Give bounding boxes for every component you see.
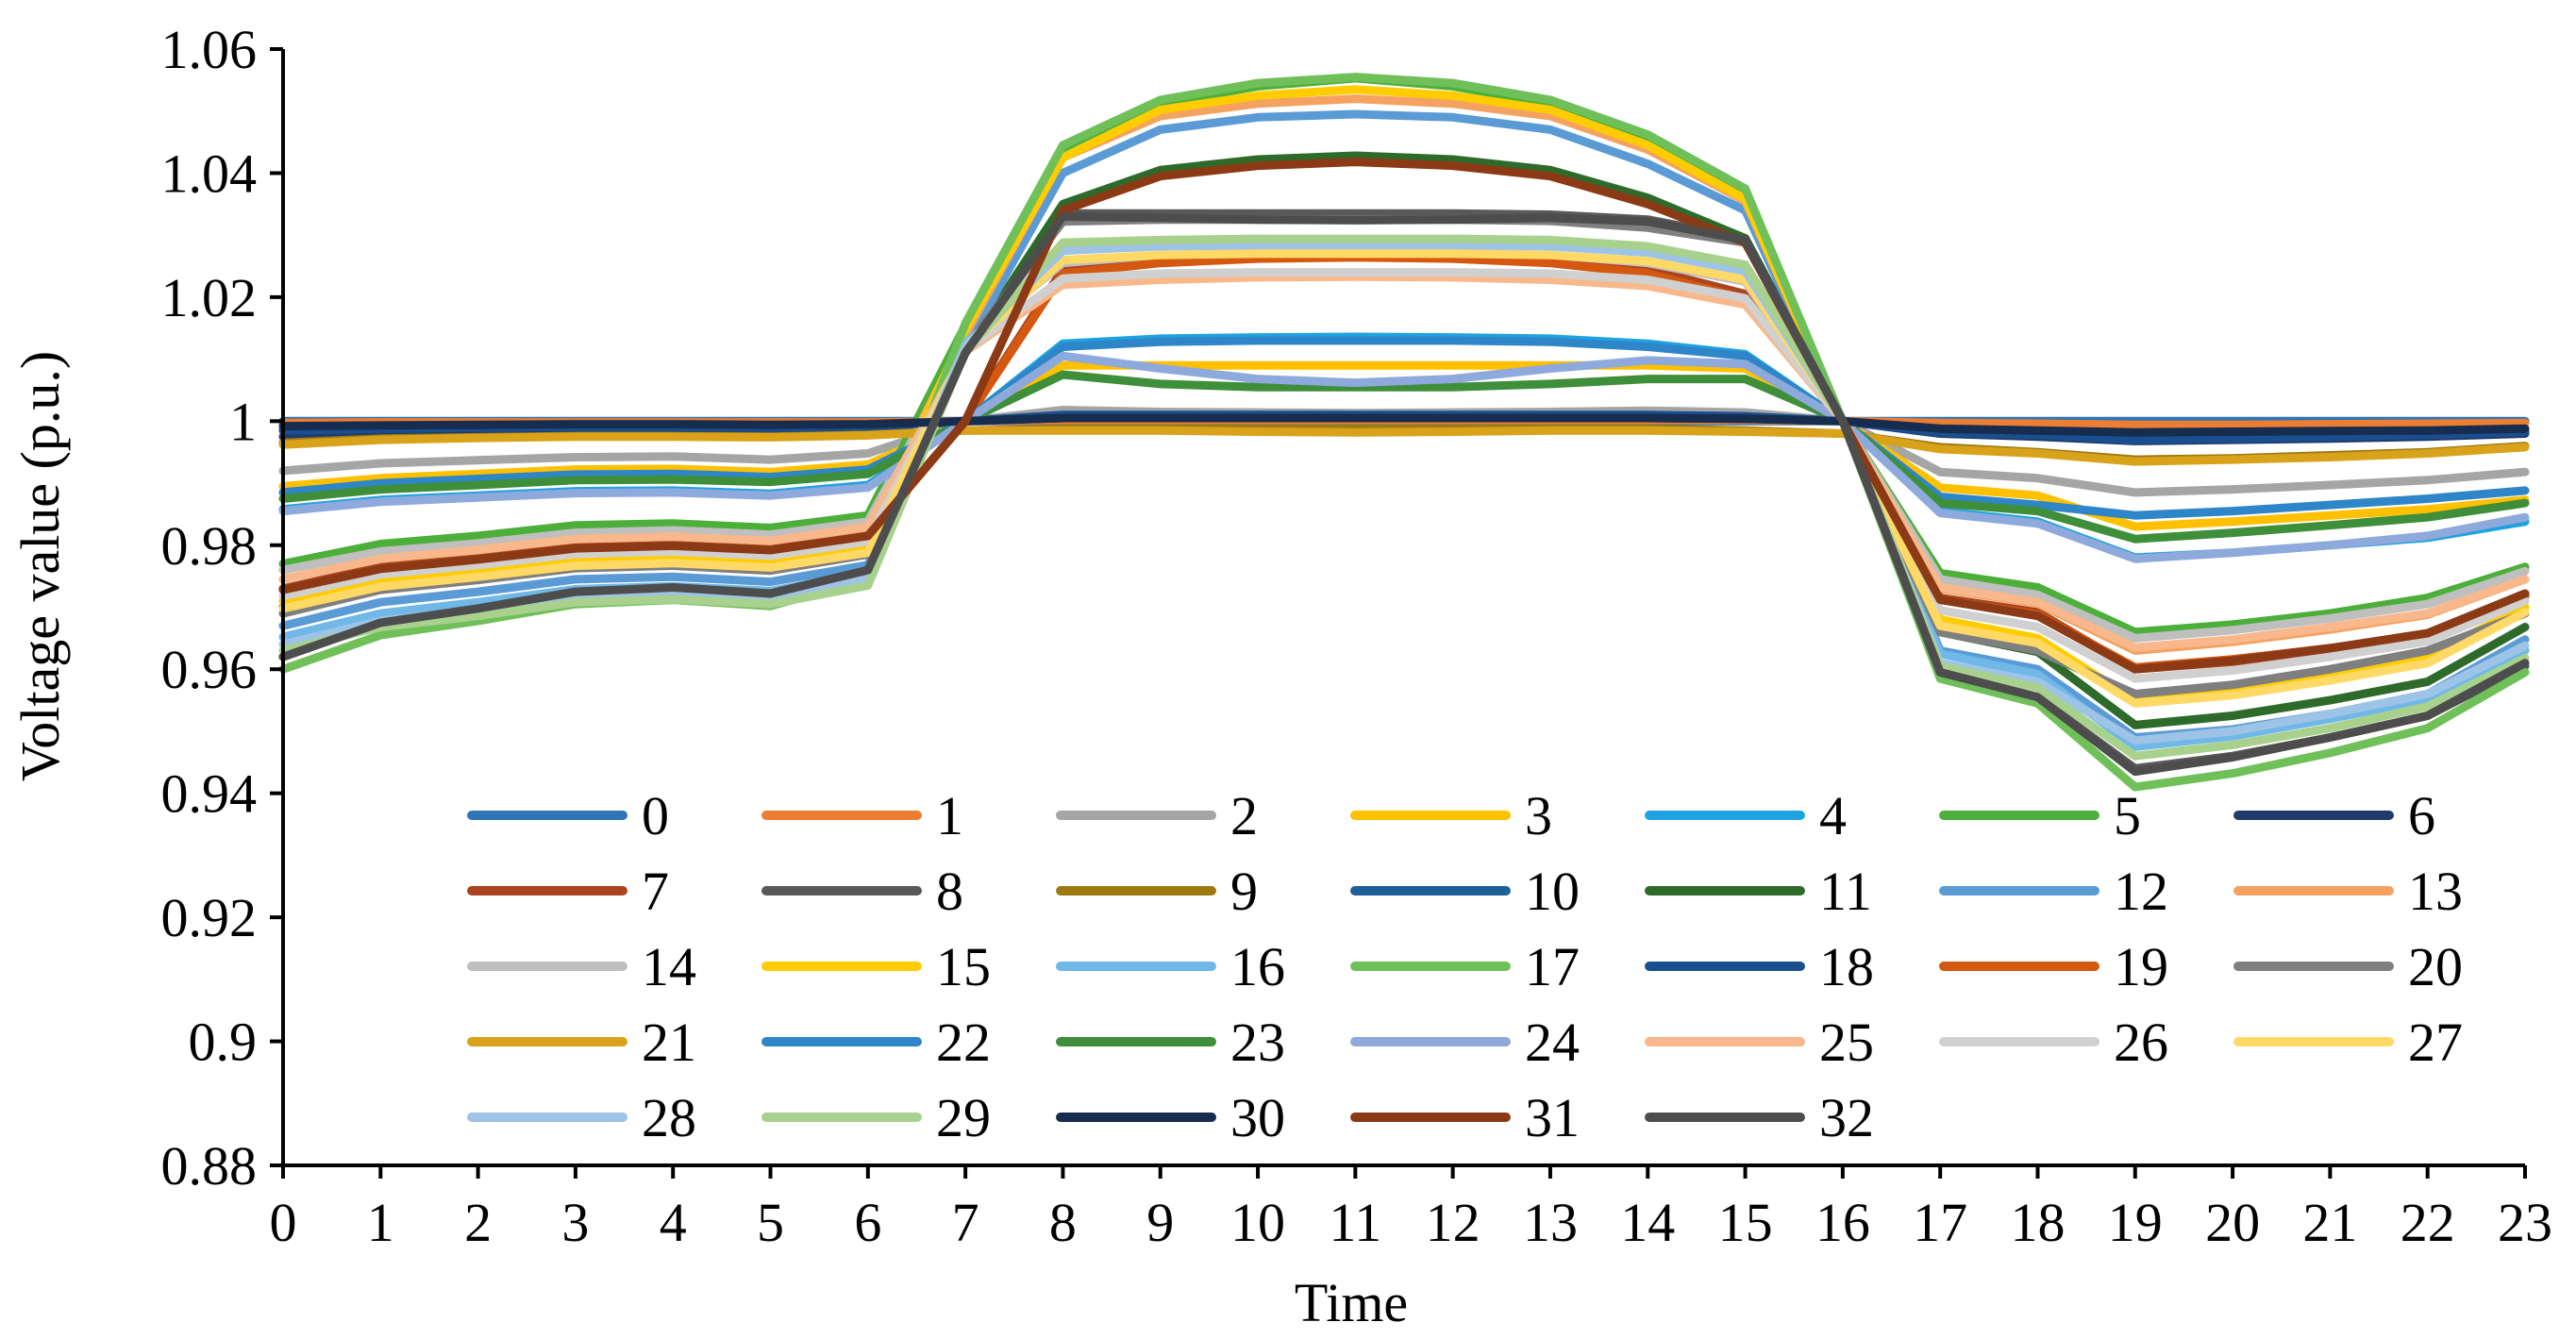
legend-label-30: 30 [1230,1087,1285,1148]
x-tick-label: 17 [1913,1192,1967,1253]
legend-label-22: 22 [936,1012,991,1073]
x-tick-label: 8 [1049,1192,1077,1253]
legend-label-26: 26 [2114,1012,2168,1073]
x-tick-label: 22 [2400,1192,2455,1253]
x-tick-label: 10 [1230,1192,1285,1253]
legend-label-5: 5 [2114,785,2141,846]
y-tick-label: 0.94 [161,763,258,825]
legend-label-20: 20 [2408,936,2463,997]
x-tick-label: 13 [1523,1192,1578,1253]
legend-label-18: 18 [1819,936,1874,997]
y-tick-label: 1.02 [161,267,258,328]
series-line-30 [278,413,2530,437]
series-line-25 [278,272,2530,652]
y-tick-label: 0.96 [161,639,258,700]
x-tick-label: 4 [660,1192,687,1253]
legend-label-3: 3 [1525,785,1552,846]
x-tick-label: 7 [952,1192,979,1253]
y-tick-label: 1.04 [161,142,258,204]
legend-label-27: 27 [2408,1012,2463,1073]
legend-label-25: 25 [1819,1012,1874,1073]
series-line-27 [278,249,2530,708]
series-line-24 [278,351,2530,563]
series-line-22 [278,336,2530,520]
y-tick-label: 0.92 [161,887,258,948]
y-tick-label: 1.06 [161,19,258,80]
x-tick-label: 6 [854,1192,881,1253]
x-tick-label: 23 [2498,1192,2552,1253]
x-tick-label: 11 [1329,1192,1381,1253]
y-tick-label: 0.88 [161,1135,258,1197]
legend-label-4: 4 [1819,785,1847,846]
x-tick-label: 20 [2205,1192,2260,1253]
series-line-29 [278,234,2530,761]
legend-label-6: 6 [2408,785,2435,846]
legend-label-16: 16 [1230,936,1285,997]
legend-label-11: 11 [1819,861,1872,922]
x-tick-label: 15 [1718,1192,1773,1253]
series-line-26 [278,268,2530,683]
legend-label-17: 17 [1525,936,1580,997]
series-line-31 [278,158,2530,674]
legend-label-14: 14 [642,936,696,997]
y-axis-title: Voltage value (p.u.) [9,351,71,781]
legend-label-32: 32 [1819,1087,1874,1148]
x-tick-label: 2 [464,1192,492,1253]
x-tick-label: 0 [270,1192,297,1253]
x-tick-label: 9 [1146,1192,1174,1253]
series-line-21 [278,426,2530,466]
legend-label-0: 0 [642,785,669,846]
y-tick-label: 1 [229,391,257,452]
x-tick-label: 1 [367,1192,394,1253]
legend-label-24: 24 [1525,1012,1580,1073]
series-line-28 [278,240,2530,745]
legend-label-1: 1 [936,785,963,846]
legend-label-19: 19 [2114,936,2168,997]
legend-label-12: 12 [2114,861,2168,922]
legend-label-31: 31 [1525,1087,1580,1148]
legend-label-2: 2 [1230,785,1258,846]
legend-label-7: 7 [642,861,669,922]
x-tick-label: 12 [1426,1192,1480,1253]
legend-label-13: 13 [2408,861,2463,922]
y-tick-label: 0.9 [189,1012,258,1073]
legend-label-10: 10 [1525,861,1580,922]
legend-label-9: 9 [1230,861,1258,922]
legend-label-23: 23 [1230,1012,1285,1073]
x-tick-label: 3 [561,1192,589,1253]
legend-label-28: 28 [642,1087,696,1148]
x-tick-label: 18 [2010,1192,2065,1253]
legend-label-8: 8 [936,861,963,922]
y-tick-label: 0.98 [161,515,258,577]
legend-label-21: 21 [642,1012,696,1073]
series-line-3 [278,360,2530,531]
x-axis-title: Time [1295,1272,1408,1333]
x-tick-label: 14 [1620,1192,1675,1253]
series-line-23 [278,370,2530,544]
x-tick-label: 16 [1815,1192,1870,1253]
x-tick-label: 5 [757,1192,784,1253]
x-tick-label: 19 [2108,1192,2163,1253]
series-line-32 [278,212,2530,777]
series-lines [278,73,2530,792]
legend-label-29: 29 [936,1087,991,1148]
legend-label-15: 15 [936,936,991,997]
x-tick-label: 21 [2302,1192,2357,1253]
